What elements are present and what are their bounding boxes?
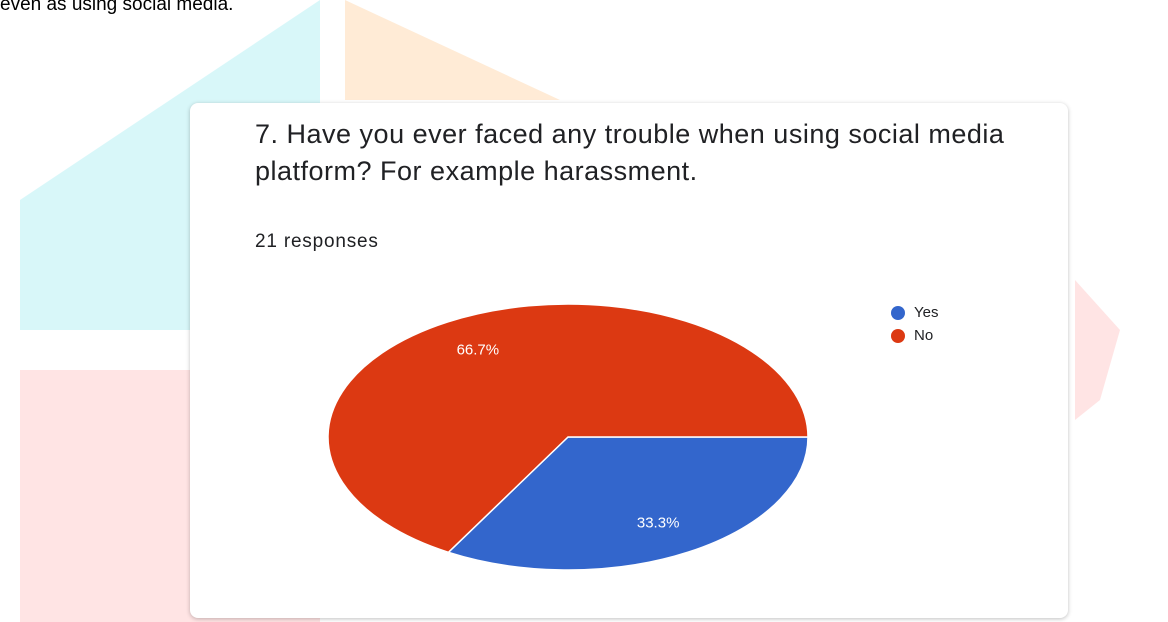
- legend-label: Yes: [914, 304, 938, 321]
- legend-swatch: [891, 329, 905, 343]
- pie-slice: [327, 303, 809, 554]
- chart-title: 7. Have you ever faced any trouble when …: [255, 119, 1005, 186]
- value-label: 66.7%: [457, 342, 500, 359]
- chart-subtitle: 21 responses: [255, 231, 379, 252]
- legend-swatch: [891, 306, 905, 320]
- pie-slice: [447, 436, 809, 571]
- document-text: even as using social media.: [0, 0, 234, 15]
- legend-label: No: [914, 327, 933, 344]
- value-label: 33.3%: [637, 514, 680, 531]
